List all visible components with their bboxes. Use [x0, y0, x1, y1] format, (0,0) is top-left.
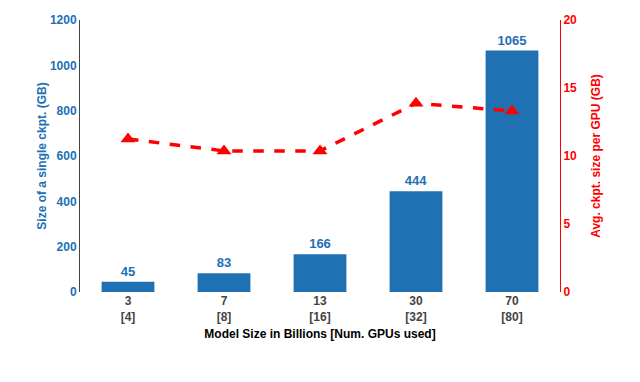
svg-text:1200: 1200	[50, 13, 77, 27]
svg-text:Avg. ckpt. size per GPU (GB): Avg. ckpt. size per GPU (GB)	[589, 74, 603, 238]
svg-text:444: 444	[405, 173, 427, 188]
svg-text:7[8]: 7[8]	[217, 294, 232, 324]
svg-text:10: 10	[563, 149, 577, 163]
svg-text:45: 45	[121, 264, 135, 279]
svg-text:30[32]: 30[32]	[405, 294, 426, 324]
svg-text:166: 166	[309, 236, 331, 251]
svg-text:70[80]: 70[80]	[501, 294, 522, 324]
svg-text:20: 20	[563, 13, 577, 27]
svg-text:3[4]: 3[4]	[121, 294, 136, 324]
svg-text:1000: 1000	[50, 59, 77, 73]
svg-text:1065: 1065	[498, 33, 527, 48]
svg-text:800: 800	[57, 104, 77, 118]
svg-text:Size of a single ckpt. (GB): Size of a single ckpt. (GB)	[35, 82, 49, 229]
svg-text:0: 0	[70, 285, 77, 299]
svg-text:13[16]: 13[16]	[309, 294, 330, 324]
svg-text:400: 400	[57, 195, 77, 209]
svg-text:600: 600	[57, 149, 77, 163]
svg-text:15: 15	[563, 81, 577, 95]
svg-text:0: 0	[563, 285, 570, 299]
svg-text:5: 5	[563, 217, 570, 231]
svg-text:200: 200	[57, 240, 77, 254]
svg-text:Model Size in Billions [Num. G: Model Size in Billions [Num. GPUs used]	[204, 327, 435, 341]
svg-text:83: 83	[217, 255, 231, 270]
